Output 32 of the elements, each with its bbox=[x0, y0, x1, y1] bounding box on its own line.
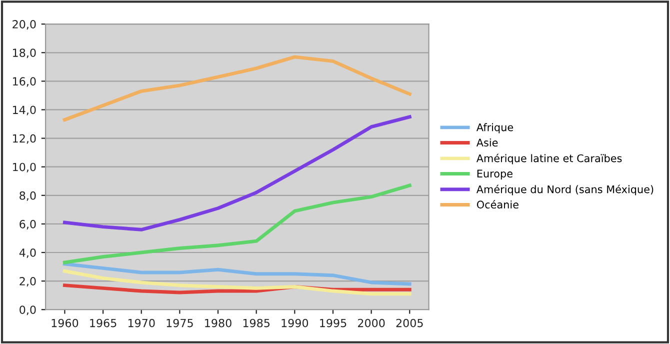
legend-label: Afrique bbox=[476, 123, 514, 134]
x-tick-label: 1990 bbox=[282, 318, 308, 328]
x-tick-label: 1960 bbox=[52, 318, 78, 328]
line-series bbox=[62, 115, 412, 232]
x-tick-label: 1970 bbox=[128, 318, 155, 328]
legend-label: Asie bbox=[476, 138, 498, 147]
x-tick-label: 2000 bbox=[358, 318, 385, 328]
legend-label: Amérique latine et Caraïbes bbox=[476, 154, 622, 164]
legend-label: Europe bbox=[477, 170, 512, 180]
x-tick-label: 1985 bbox=[243, 318, 270, 328]
line-series bbox=[62, 269, 412, 296]
legend-label: Océanie bbox=[476, 200, 518, 209]
y-tick-label: 0,0 bbox=[20, 306, 36, 316]
y-tick-label: 6,0 bbox=[20, 220, 36, 230]
x-tick-label: 1995 bbox=[320, 318, 346, 328]
y-tick-label: 8,0 bbox=[20, 191, 36, 201]
y-tick-label: 14,0 bbox=[13, 106, 36, 116]
y-tick-label: 4,0 bbox=[19, 248, 36, 258]
y-tick-label: 2,0 bbox=[20, 277, 36, 287]
x-tick-label: 2005 bbox=[396, 318, 423, 328]
x-tick-label: 1965 bbox=[90, 318, 116, 328]
line-series bbox=[62, 184, 412, 264]
line-series bbox=[62, 262, 412, 286]
y-tick-label: 10,0 bbox=[13, 162, 36, 172]
legend-label: Amérique du Nord (sans Méxique) bbox=[476, 184, 654, 196]
y-tick-label: 18,0 bbox=[13, 48, 36, 58]
y-tick-label: 20,0 bbox=[12, 20, 36, 30]
y-tick-label: 12,0 bbox=[13, 134, 36, 144]
y-tick-label: 16,0 bbox=[13, 77, 36, 87]
line-series bbox=[62, 55, 412, 122]
x-tick-label: 1975 bbox=[166, 318, 193, 328]
x-tick-label: 1980 bbox=[205, 318, 232, 328]
